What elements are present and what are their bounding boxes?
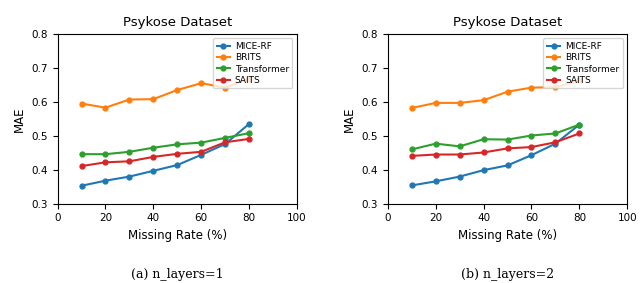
Transformer	[575, 123, 583, 126]
Transformer	[432, 142, 440, 145]
Transformer	[527, 134, 535, 137]
BRITS	[504, 90, 511, 93]
Transformer	[102, 153, 109, 156]
SAITS	[504, 147, 511, 150]
Line: SAITS: SAITS	[410, 131, 582, 158]
Transformer	[150, 146, 157, 149]
Text: (a) n_layers=1: (a) n_layers=1	[131, 268, 223, 281]
Title: Psykose Dataset: Psykose Dataset	[123, 16, 232, 29]
MICE-RF	[245, 122, 253, 126]
BRITS	[245, 77, 253, 80]
Line: BRITS: BRITS	[410, 78, 582, 110]
SAITS	[221, 141, 229, 144]
Transformer	[125, 150, 133, 153]
MICE-RF	[456, 175, 463, 178]
Text: (b) n_layers=2: (b) n_layers=2	[461, 268, 554, 281]
BRITS	[575, 79, 583, 82]
Line: Transformer: Transformer	[79, 131, 252, 156]
Line: BRITS: BRITS	[79, 76, 252, 110]
MICE-RF	[552, 142, 559, 145]
MICE-RF	[102, 179, 109, 182]
SAITS	[408, 154, 415, 158]
Legend: MICE-RF, BRITS, Transformer, SAITS: MICE-RF, BRITS, Transformer, SAITS	[213, 38, 292, 89]
Transformer	[197, 141, 205, 144]
BRITS	[197, 82, 205, 85]
MICE-RF	[173, 163, 181, 167]
SAITS	[125, 160, 133, 163]
SAITS	[480, 151, 488, 154]
MICE-RF	[504, 164, 511, 167]
Transformer	[504, 138, 511, 141]
X-axis label: Missing Rate (%): Missing Rate (%)	[458, 229, 557, 242]
MICE-RF	[150, 169, 157, 173]
BRITS	[432, 101, 440, 105]
BRITS	[150, 97, 157, 101]
Legend: MICE-RF, BRITS, Transformer, SAITS: MICE-RF, BRITS, Transformer, SAITS	[543, 38, 623, 89]
Transformer	[456, 145, 463, 148]
MICE-RF	[432, 180, 440, 183]
Transformer	[221, 136, 229, 140]
Transformer	[408, 148, 415, 151]
BRITS	[125, 98, 133, 101]
Transformer	[480, 138, 488, 141]
BRITS	[527, 86, 535, 89]
Line: MICE-RF: MICE-RF	[410, 122, 582, 188]
MICE-RF	[77, 184, 85, 187]
BRITS	[77, 102, 85, 105]
Line: SAITS: SAITS	[79, 136, 252, 168]
Line: Transformer: Transformer	[410, 122, 582, 152]
BRITS	[408, 106, 415, 110]
BRITS	[552, 85, 559, 89]
SAITS	[102, 161, 109, 164]
MICE-RF	[125, 175, 133, 178]
SAITS	[575, 132, 583, 135]
SAITS	[432, 153, 440, 156]
MICE-RF	[527, 153, 535, 157]
BRITS	[221, 86, 229, 89]
SAITS	[150, 155, 157, 158]
SAITS	[245, 137, 253, 141]
SAITS	[552, 141, 559, 144]
BRITS	[456, 101, 463, 105]
MICE-RF	[408, 184, 415, 187]
Line: MICE-RF: MICE-RF	[79, 121, 252, 188]
MICE-RF	[197, 153, 205, 156]
SAITS	[77, 164, 85, 168]
Transformer	[245, 131, 253, 135]
Y-axis label: MAE: MAE	[343, 106, 356, 132]
SAITS	[173, 152, 181, 156]
MICE-RF	[575, 123, 583, 126]
BRITS	[480, 98, 488, 102]
X-axis label: Missing Rate (%): Missing Rate (%)	[128, 229, 227, 242]
BRITS	[102, 106, 109, 109]
Transformer	[552, 132, 559, 135]
BRITS	[173, 88, 181, 92]
SAITS	[456, 153, 463, 156]
Transformer	[77, 153, 85, 156]
Title: Psykose Dataset: Psykose Dataset	[453, 16, 562, 29]
Y-axis label: MAE: MAE	[13, 106, 26, 132]
Transformer	[173, 143, 181, 146]
MICE-RF	[480, 168, 488, 172]
MICE-RF	[221, 142, 229, 146]
SAITS	[527, 145, 535, 149]
SAITS	[197, 150, 205, 153]
